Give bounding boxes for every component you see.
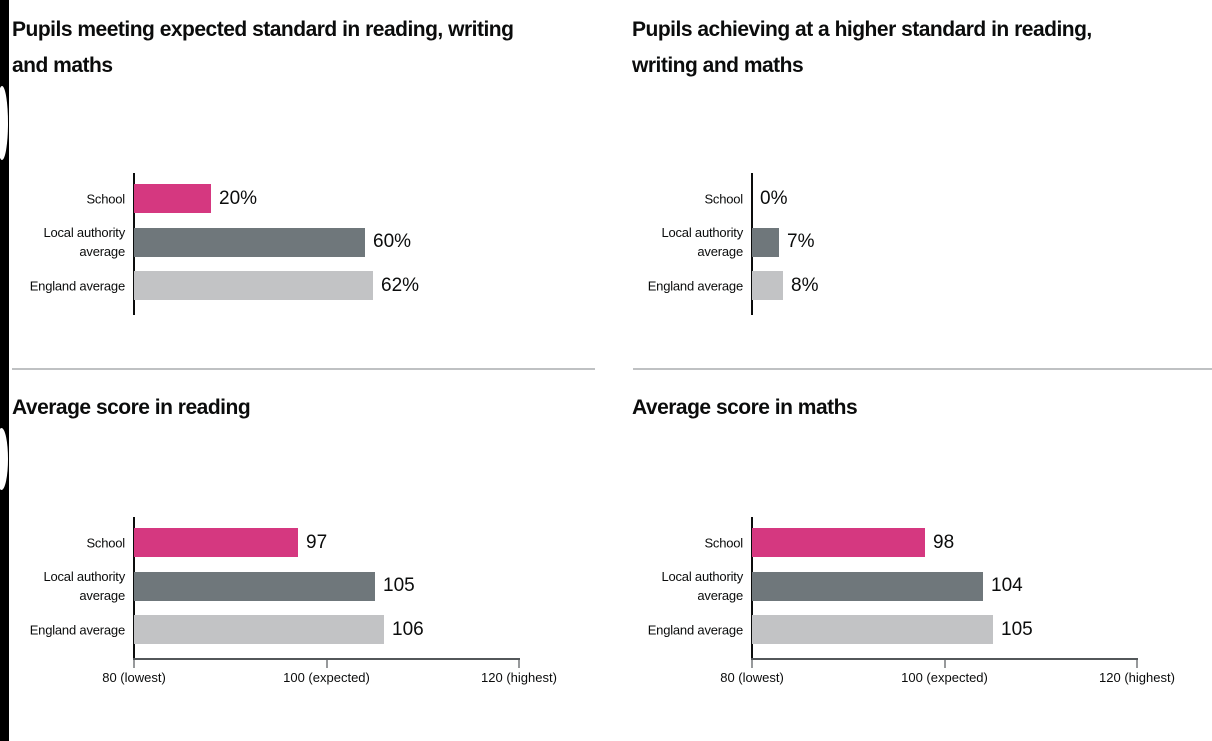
edge-notch bbox=[0, 428, 8, 490]
category-label-line: School bbox=[86, 191, 125, 206]
category-label-line: Local authority bbox=[661, 569, 743, 584]
category-label-line: England average bbox=[647, 278, 744, 293]
bar bbox=[752, 227, 779, 257]
bar-row: School 97 bbox=[12, 528, 594, 557]
category-label-line: Local authority bbox=[43, 569, 125, 584]
bar-value-label: 0% bbox=[760, 187, 788, 209]
chart-title-line: Average score in reading bbox=[12, 396, 251, 419]
x-axis-tick bbox=[751, 660, 753, 668]
chart-title-expected-standard: Pupils meeting expected standard in read… bbox=[12, 12, 514, 84]
bar bbox=[134, 184, 211, 213]
category-label-line: England average bbox=[29, 622, 126, 637]
chart-title-reading-score: Average score in reading bbox=[12, 390, 251, 426]
bar bbox=[752, 571, 983, 601]
category-label: School bbox=[630, 533, 743, 552]
screenshot-left-edge bbox=[0, 0, 9, 741]
category-label: School bbox=[12, 189, 125, 208]
chart-maths-score: School 98 Local authority average 104 England… bbox=[630, 517, 1212, 697]
bar bbox=[752, 271, 783, 300]
x-axis-tick-label: 120 (highest) bbox=[1099, 670, 1175, 685]
bar-value-label: 105 bbox=[383, 575, 415, 596]
bar-row: Local authority average 7% bbox=[630, 225, 1212, 259]
category-label: Local authority average bbox=[12, 567, 125, 605]
bar-row: Local authority average 104 bbox=[630, 569, 1212, 603]
bar-row: England average 62% bbox=[12, 271, 594, 300]
bar bbox=[134, 615, 384, 644]
x-axis-tick-label: 80 (lowest) bbox=[102, 670, 166, 685]
category-label-line: average bbox=[697, 588, 743, 603]
bar-row: School 20% bbox=[12, 184, 594, 213]
category-label-line: average bbox=[79, 244, 125, 259]
category-label: England average bbox=[12, 276, 126, 295]
chart-higher-standard: School 0% Local authority average 7% England … bbox=[630, 173, 1212, 323]
edge-notch bbox=[0, 86, 8, 160]
x-axis-tick-label: 100 (expected) bbox=[901, 670, 988, 685]
bar-value-label: 20% bbox=[219, 187, 258, 209]
category-label-line: average bbox=[79, 588, 125, 603]
category-label-line: England average bbox=[647, 622, 744, 637]
bar-row: Local authority average 105 bbox=[12, 569, 594, 603]
bar-row: England average 105 bbox=[630, 615, 1212, 644]
bar-value-label: 97 bbox=[306, 531, 328, 553]
bar-value-label: 8% bbox=[791, 274, 819, 296]
category-label-line: Local authority bbox=[43, 225, 125, 240]
bar-row: England average 8% bbox=[630, 271, 1212, 300]
x-axis-tick-label: 80 (lowest) bbox=[720, 670, 784, 685]
bar bbox=[752, 528, 925, 557]
category-label: Local authority average bbox=[630, 567, 743, 605]
section-divider-left bbox=[12, 368, 595, 370]
chart-title-maths-score: Average score in maths bbox=[632, 390, 858, 426]
category-label: England average bbox=[630, 276, 744, 295]
bar-value-label: 7% bbox=[787, 231, 815, 252]
bar bbox=[134, 227, 365, 257]
bar bbox=[752, 615, 993, 644]
category-label: Local authority average bbox=[630, 223, 743, 261]
category-label-line: average bbox=[697, 244, 743, 259]
chart-expected-standard: School 20% Local authority average 60% Englan… bbox=[12, 173, 594, 323]
category-label-line: School bbox=[704, 191, 743, 206]
chart-reading-score: School 97 Local authority average 105 England… bbox=[12, 517, 594, 697]
bar bbox=[134, 528, 298, 557]
category-label-line: Local authority bbox=[661, 225, 743, 240]
x-axis-tick bbox=[325, 660, 328, 668]
section-divider-right bbox=[633, 368, 1212, 370]
category-label: School bbox=[630, 189, 743, 208]
x-axis-tick-label: 120 (highest) bbox=[481, 670, 557, 685]
bar bbox=[134, 271, 373, 300]
x-axis-tick bbox=[1136, 660, 1138, 668]
chart-title-line: Pupils meeting expected standard in read… bbox=[12, 18, 514, 41]
bar bbox=[134, 571, 375, 601]
category-label: Local authority average bbox=[12, 223, 125, 261]
bar-value-label: 104 bbox=[991, 575, 1023, 596]
bar-row: School 0% bbox=[630, 184, 1212, 213]
bar-value-label: 98 bbox=[933, 531, 955, 553]
x-axis-line bbox=[751, 658, 1138, 660]
bar-value-label: 105 bbox=[1001, 618, 1033, 640]
bar-row: Local authority average 60% bbox=[12, 225, 594, 259]
chart-title-line: writing and maths bbox=[632, 54, 804, 77]
bar-row: England average 106 bbox=[12, 615, 594, 644]
category-label: School bbox=[12, 533, 125, 552]
bar-row: School 98 bbox=[630, 528, 1212, 557]
category-label-line: School bbox=[704, 535, 743, 550]
bar-value-label: 60% bbox=[373, 231, 412, 252]
x-axis-tick bbox=[133, 660, 135, 668]
chart-title-line: Pupils achieving at a higher standard in… bbox=[632, 18, 1092, 41]
category-label-line: England average bbox=[29, 278, 126, 293]
category-label: England average bbox=[630, 620, 744, 639]
x-axis-tick bbox=[943, 660, 946, 668]
chart-title-line: and maths bbox=[12, 54, 113, 77]
x-axis-tick-label: 100 (expected) bbox=[283, 670, 370, 685]
category-label-line: School bbox=[86, 535, 125, 550]
x-axis-tick bbox=[518, 660, 520, 668]
chart-title-line: Average score in maths bbox=[632, 396, 858, 419]
chart-title-higher-standard: Pupils achieving at a higher standard in… bbox=[632, 12, 1092, 84]
category-label: England average bbox=[12, 620, 126, 639]
x-axis-line bbox=[133, 658, 520, 660]
bar-value-label: 106 bbox=[392, 618, 424, 640]
bar-value-label: 62% bbox=[381, 274, 420, 296]
